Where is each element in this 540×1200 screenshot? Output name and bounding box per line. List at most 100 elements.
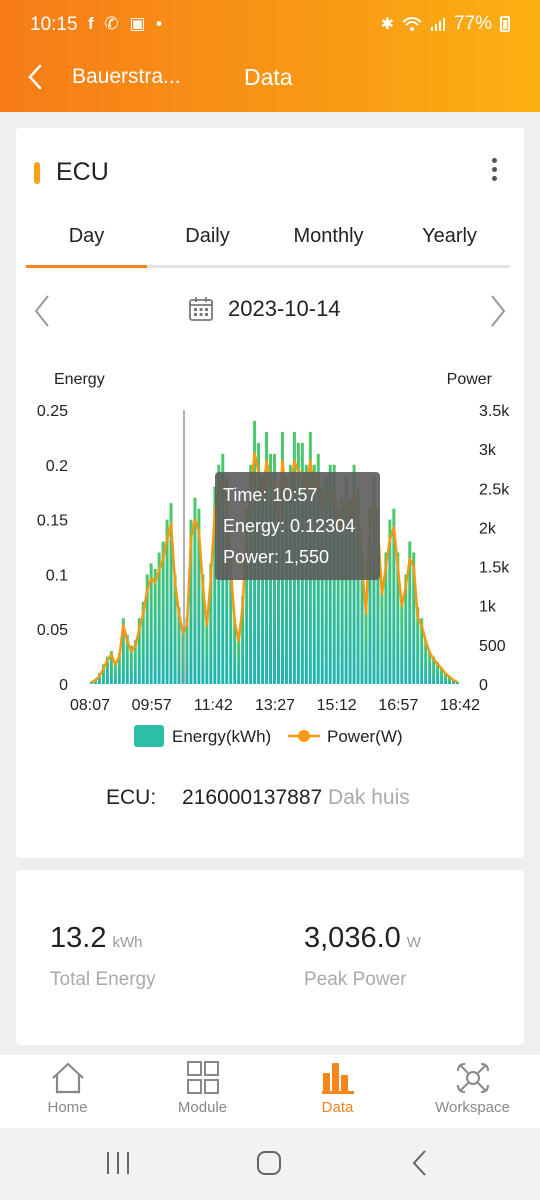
x-tick-label: 08:07 <box>70 697 110 714</box>
top-bar: Bauerstra... Data <box>0 56 540 100</box>
ecu-label: ECU: <box>106 786 157 809</box>
nav-module-label: Module <box>177 1099 228 1116</box>
peak-power-value: 3,036.0 <box>304 922 401 954</box>
site-name[interactable]: Bauerstra... <box>72 65 181 88</box>
energy-bar <box>416 607 420 684</box>
energy-bar <box>360 552 364 684</box>
energy-bar <box>436 662 440 684</box>
energy-bar <box>229 552 233 684</box>
right-tick-label: 3.5k <box>479 403 510 420</box>
period-tabs: Day Daily Monthly Yearly <box>26 214 510 268</box>
bar-chart-icon <box>321 1063 354 1094</box>
peak-power-stat: 3,036.0 W Peak Power <box>304 922 421 991</box>
ecu-id: 216000137887 <box>182 786 323 809</box>
energy-bar <box>432 656 436 684</box>
energy-bar <box>141 601 145 684</box>
energy-bar <box>380 585 384 684</box>
app-header: 10:15 f ✆ ▣ • ✱ 77% Bauerstra... Data <box>0 0 540 112</box>
previous-date-button[interactable] <box>30 292 54 330</box>
card-title: ECU <box>56 158 109 186</box>
energy-bar <box>420 618 424 684</box>
energy-bar <box>177 607 181 684</box>
left-tick-label: 0.2 <box>46 458 68 475</box>
energy-bar <box>209 563 213 684</box>
legend-energy-swatch <box>134 725 164 747</box>
energy-bar <box>161 541 165 684</box>
date-selector: 2023-10-14 <box>16 286 524 334</box>
right-tick-label: 500 <box>479 638 506 655</box>
bottom-nav: Home Module Data Workspace <box>0 1055 540 1128</box>
right-tick-label: 3k <box>479 442 497 459</box>
energy-bar <box>340 497 344 684</box>
total-energy-stat: 13.2 kWh Total Energy <box>50 922 156 991</box>
x-tick-label: 18:42 <box>440 697 480 714</box>
status-bar: 10:15 f ✆ ▣ • ✱ 77% <box>0 0 540 50</box>
home-system-button[interactable] <box>255 1149 283 1177</box>
energy-power-chart[interactable]: Energy Power 0.25 0.2 0.15 0.1 0.05 0 3.5k 3k 2… <box>16 358 524 758</box>
back-system-button[interactable] <box>408 1148 432 1178</box>
energy-bar <box>165 519 169 684</box>
energy-bar <box>213 486 217 684</box>
selected-date[interactable]: 2023-10-14 <box>228 296 341 321</box>
energy-bar <box>185 618 189 684</box>
page-title: Data <box>244 64 293 90</box>
energy-bar <box>181 629 185 684</box>
energy-bar <box>101 664 105 684</box>
back-button[interactable] <box>22 60 52 94</box>
left-axis-label: Energy <box>54 371 105 388</box>
summary-card: 13.2 kWh Total Energy 3,036.0 W Peak Power <box>16 870 524 1045</box>
peak-power-caption: Peak Power <box>304 969 407 990</box>
energy-bar <box>440 667 444 684</box>
tab-monthly[interactable]: Monthly <box>293 225 364 247</box>
energy-bar <box>173 574 177 684</box>
total-energy-value: 13.2 <box>50 922 107 954</box>
nav-workspace[interactable]: Workspace <box>405 1055 540 1128</box>
energy-bar <box>392 508 396 684</box>
left-tick-label: 0.1 <box>46 567 68 584</box>
energy-bar <box>197 508 201 684</box>
nav-home-label: Home <box>47 1099 88 1116</box>
energy-bar <box>97 673 101 684</box>
energy-bar <box>276 497 280 684</box>
tab-day[interactable]: Day <box>26 214 147 268</box>
energy-bar <box>105 656 109 684</box>
bluetooth-icon: ✱ <box>380 16 394 33</box>
energy-bar <box>428 651 432 684</box>
more-options-icon[interactable] <box>486 158 502 186</box>
nav-data[interactable]: Data <box>270 1055 405 1128</box>
nav-module[interactable]: Module <box>135 1055 270 1128</box>
energy-bar <box>189 519 193 684</box>
next-date-button[interactable] <box>486 292 510 330</box>
recent-apps-button[interactable] <box>104 1150 132 1176</box>
x-tick-label: 11:42 <box>194 697 233 714</box>
energy-bar <box>412 552 416 684</box>
energy-card: ECU Day Daily Monthly Yearly 2023-10-14 … <box>16 128 524 858</box>
energy-bar <box>90 681 93 684</box>
right-axis-label: Power <box>447 371 493 388</box>
energy-bar <box>408 541 412 684</box>
energy-bar <box>193 497 197 684</box>
tab-yearly[interactable]: Yearly <box>422 225 477 247</box>
ecu-note: Dak huis <box>328 786 410 809</box>
energy-bar <box>348 497 352 684</box>
status-right: ✱ 77% <box>381 13 510 35</box>
energy-bar <box>404 574 408 684</box>
ecu-info: ECU: 216000137887 Dak huis <box>106 786 410 810</box>
notification-icons: f ✆ ▣ • <box>88 14 166 33</box>
energy-bar <box>113 662 117 684</box>
nav-home[interactable]: Home <box>0 1055 135 1128</box>
energy-bar <box>388 519 392 684</box>
workspace-icon <box>456 1063 489 1093</box>
battery-level: 77% <box>453 13 492 34</box>
energy-bar <box>356 486 360 684</box>
tab-daily[interactable]: Daily <box>185 225 230 247</box>
signal-icon <box>430 18 445 31</box>
calendar-icon[interactable] <box>188 296 214 322</box>
energy-bar <box>109 651 113 684</box>
energy-bar <box>245 508 249 684</box>
energy-bar <box>205 618 209 684</box>
tooltip-power: Power: 1,550 <box>223 547 329 567</box>
energy-bar <box>157 552 161 684</box>
status-time: 10:15 <box>30 14 78 35</box>
energy-bar <box>149 563 153 684</box>
